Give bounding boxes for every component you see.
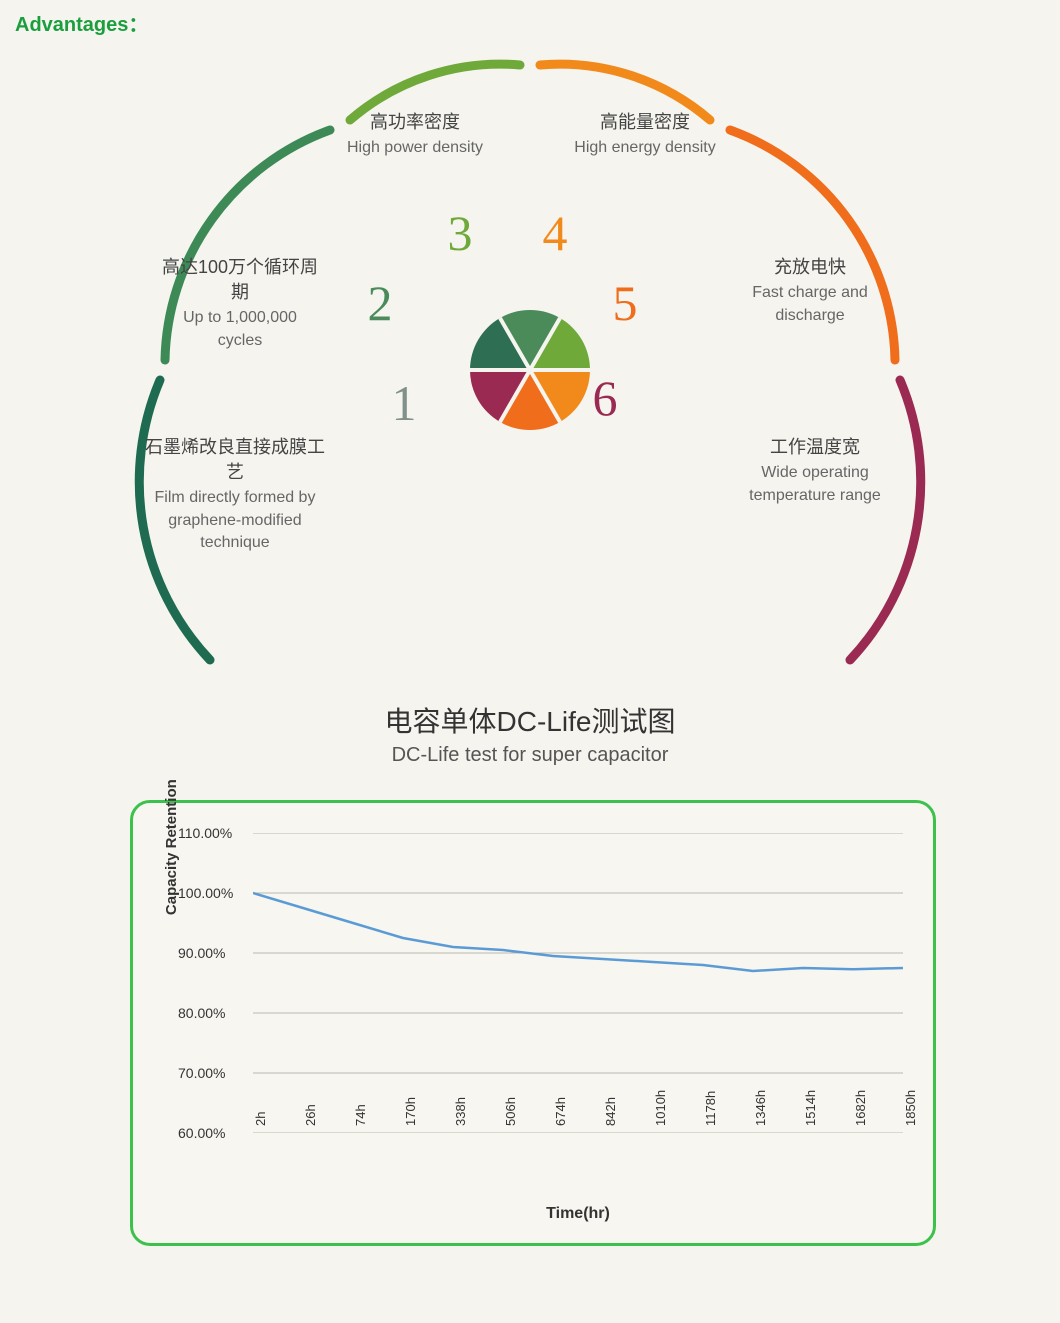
x-tick-label: 338h	[453, 1097, 468, 1126]
y-tick-label: 110.00%	[178, 825, 232, 841]
capacity-line	[253, 893, 903, 971]
petal-label-3: 高功率密度High power density	[335, 110, 495, 160]
petal-label-en-4: High energy density	[560, 137, 730, 159]
page: Advantages： 1 23 45 6 石墨烯改良直接成膜工艺Film direc…	[0, 0, 1060, 1323]
petal-label-5: 充放电快Fast charge and discharge	[730, 255, 890, 327]
x-tick-label: 842h	[603, 1097, 618, 1126]
petal-label-cn-6: 工作温度宽	[730, 435, 900, 460]
page-title: Advantages：	[15, 8, 148, 37]
x-tick-label: 674h	[553, 1097, 568, 1126]
x-tick-label: 26h	[303, 1104, 318, 1126]
dc-life-chart: Capacity Retention Time(hr) 60.00%70.00%…	[130, 800, 936, 1246]
petal-label-1: 石墨烯改良直接成膜工艺Film directly formed by graph…	[145, 435, 325, 555]
petal-label-en-6: Wide operating temperature range	[730, 462, 900, 507]
petal-label-2: 高达100万个循环周期Up to 1,000,000 cycles	[160, 255, 320, 352]
x-tick-label: 170h	[403, 1097, 418, 1126]
x-tick-label: 74h	[353, 1104, 368, 1126]
petal-number-6: 6	[593, 370, 618, 426]
petal-label-cn-3: 高功率密度	[335, 110, 495, 135]
x-tick-label: 1346h	[753, 1090, 768, 1126]
petal-number-4: 4	[543, 205, 568, 261]
petal-number-1: 1	[392, 375, 417, 431]
advantages-petal-diagram: 1 23 45 6 石墨烯改良直接成膜工艺Film directly formed b…	[50, 40, 1010, 680]
x-tick-label: 1682h	[853, 1090, 868, 1126]
petal-number-3: 3	[448, 205, 473, 261]
y-tick-label: 80.00%	[178, 1005, 225, 1021]
y-tick-label: 60.00%	[178, 1125, 225, 1141]
x-tick-label: 506h	[503, 1097, 518, 1126]
x-tick-label: 1178h	[703, 1091, 718, 1126]
x-tick-label: 1010h	[653, 1090, 668, 1126]
chart-x-label: Time(hr)	[253, 1205, 903, 1223]
x-tick-label: 1850h	[903, 1090, 918, 1126]
petal-label-en-5: Fast charge and discharge	[730, 282, 890, 327]
chart-title-en: DC-Life test for super capacitor	[0, 744, 1060, 767]
petal-number-2: 2	[368, 275, 393, 331]
petal-label-4: 高能量密度High energy density	[560, 110, 730, 160]
y-tick-label: 100.00%	[178, 885, 233, 901]
petal-label-en-1: Film directly formed by graphene-modifie…	[145, 487, 325, 554]
chart-svg	[253, 833, 903, 1133]
petal-number-5: 5	[613, 275, 638, 331]
y-tick-label: 90.00%	[178, 945, 225, 961]
petal-label-6: 工作温度宽Wide operating temperature range	[730, 435, 900, 507]
y-tick-label: 70.00%	[178, 1065, 225, 1081]
petal-label-cn-4: 高能量密度	[560, 110, 730, 135]
petal-label-en-3: High power density	[335, 137, 495, 159]
chart-plot-area: Capacity Retention Time(hr) 60.00%70.00%…	[253, 833, 903, 1133]
petal-arc-6	[850, 380, 921, 660]
petal-label-cn-1: 石墨烯改良直接成膜工艺	[145, 435, 325, 485]
petal-svg: 1 23 45 6	[50, 40, 1010, 680]
petal-label-cn-2: 高达100万个循环周期	[160, 255, 320, 305]
petal-label-cn-5: 充放电快	[730, 255, 890, 280]
petal-label-en-2: Up to 1,000,000 cycles	[160, 307, 320, 352]
x-tick-label: 1514h	[803, 1090, 818, 1126]
chart-title-cn: 电容单体DC-Life测试图	[0, 700, 1060, 740]
x-tick-label: 2h	[253, 1112, 268, 1126]
chart-title: 电容单体DC-Life测试图 DC-Life test for super ca…	[0, 700, 1060, 767]
